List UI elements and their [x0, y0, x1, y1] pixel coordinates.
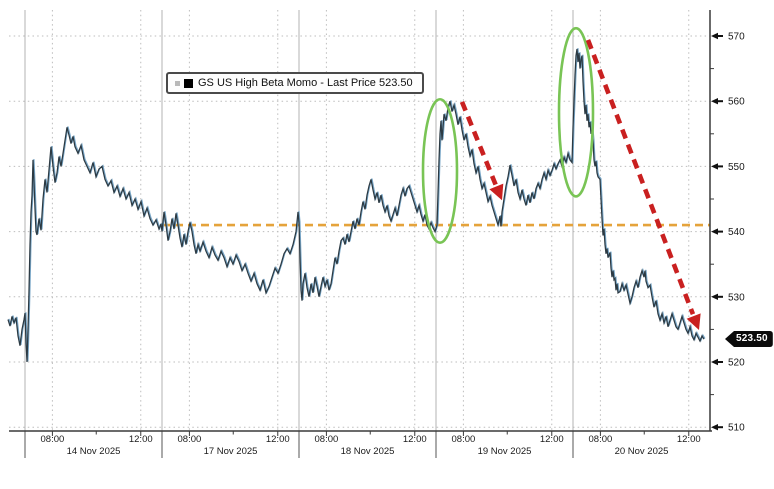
time-label: 12:00	[266, 434, 290, 445]
time-label: 12:00	[540, 434, 564, 445]
y-axis-tick-label: 520	[728, 358, 745, 369]
date-label: 17 Nov 2025	[204, 446, 258, 457]
y-axis-tick-label: 560	[728, 97, 745, 108]
legend-marker-gray-icon	[175, 80, 180, 86]
price-line	[7, 48, 705, 363]
legend-label: GS US High Beta Momo - Last Price 523.50	[198, 77, 413, 89]
red-arrowhead-icon	[489, 183, 504, 201]
time-label: 08:00	[452, 434, 476, 445]
y-tick-arrow-icon	[711, 424, 718, 431]
date-label: 18 Nov 2025	[341, 446, 395, 457]
red-arrowhead-icon	[686, 313, 701, 331]
green-ellipse-annotation	[421, 97, 459, 244]
y-tick-arrow-icon	[711, 32, 718, 40]
green-ellipse-annotation	[557, 26, 595, 198]
y-axis-tick-label: 550	[728, 162, 745, 173]
y-axis-tick-label: 510	[728, 423, 745, 434]
time-label: 08:00	[178, 434, 202, 445]
time-label: 12:00	[677, 434, 701, 445]
y-tick-arrow-icon	[711, 228, 718, 235]
date-label: 14 Nov 2025	[67, 446, 121, 457]
legend-marker-black-icon	[184, 78, 193, 88]
y-tick-arrow-icon	[711, 98, 718, 105]
red-arrow-shaft	[585, 39, 696, 315]
time-label: 08:00	[315, 434, 339, 445]
date-label: 19 Nov 2025	[478, 446, 532, 457]
time-label: 08:00	[41, 434, 65, 445]
chart-legend[interactable]: GS US High Beta Momo - Last Price 523.50	[166, 72, 424, 94]
y-tick-arrow-icon	[711, 293, 718, 300]
time-label: 08:00	[589, 434, 613, 445]
last-price-badge: 523.50	[725, 331, 773, 347]
date-label: 20 Nov 2025	[615, 446, 669, 457]
y-axis-tick-label: 570	[728, 32, 745, 43]
y-axis-tick-label: 540	[728, 227, 745, 238]
y-tick-arrow-icon	[711, 163, 718, 170]
time-label: 12:00	[403, 434, 427, 445]
last-price-value: 523.50	[736, 333, 768, 344]
y-tick-arrow-icon	[711, 358, 718, 366]
time-label: 12:00	[129, 434, 153, 445]
y-axis-tick-label: 530	[728, 292, 745, 303]
